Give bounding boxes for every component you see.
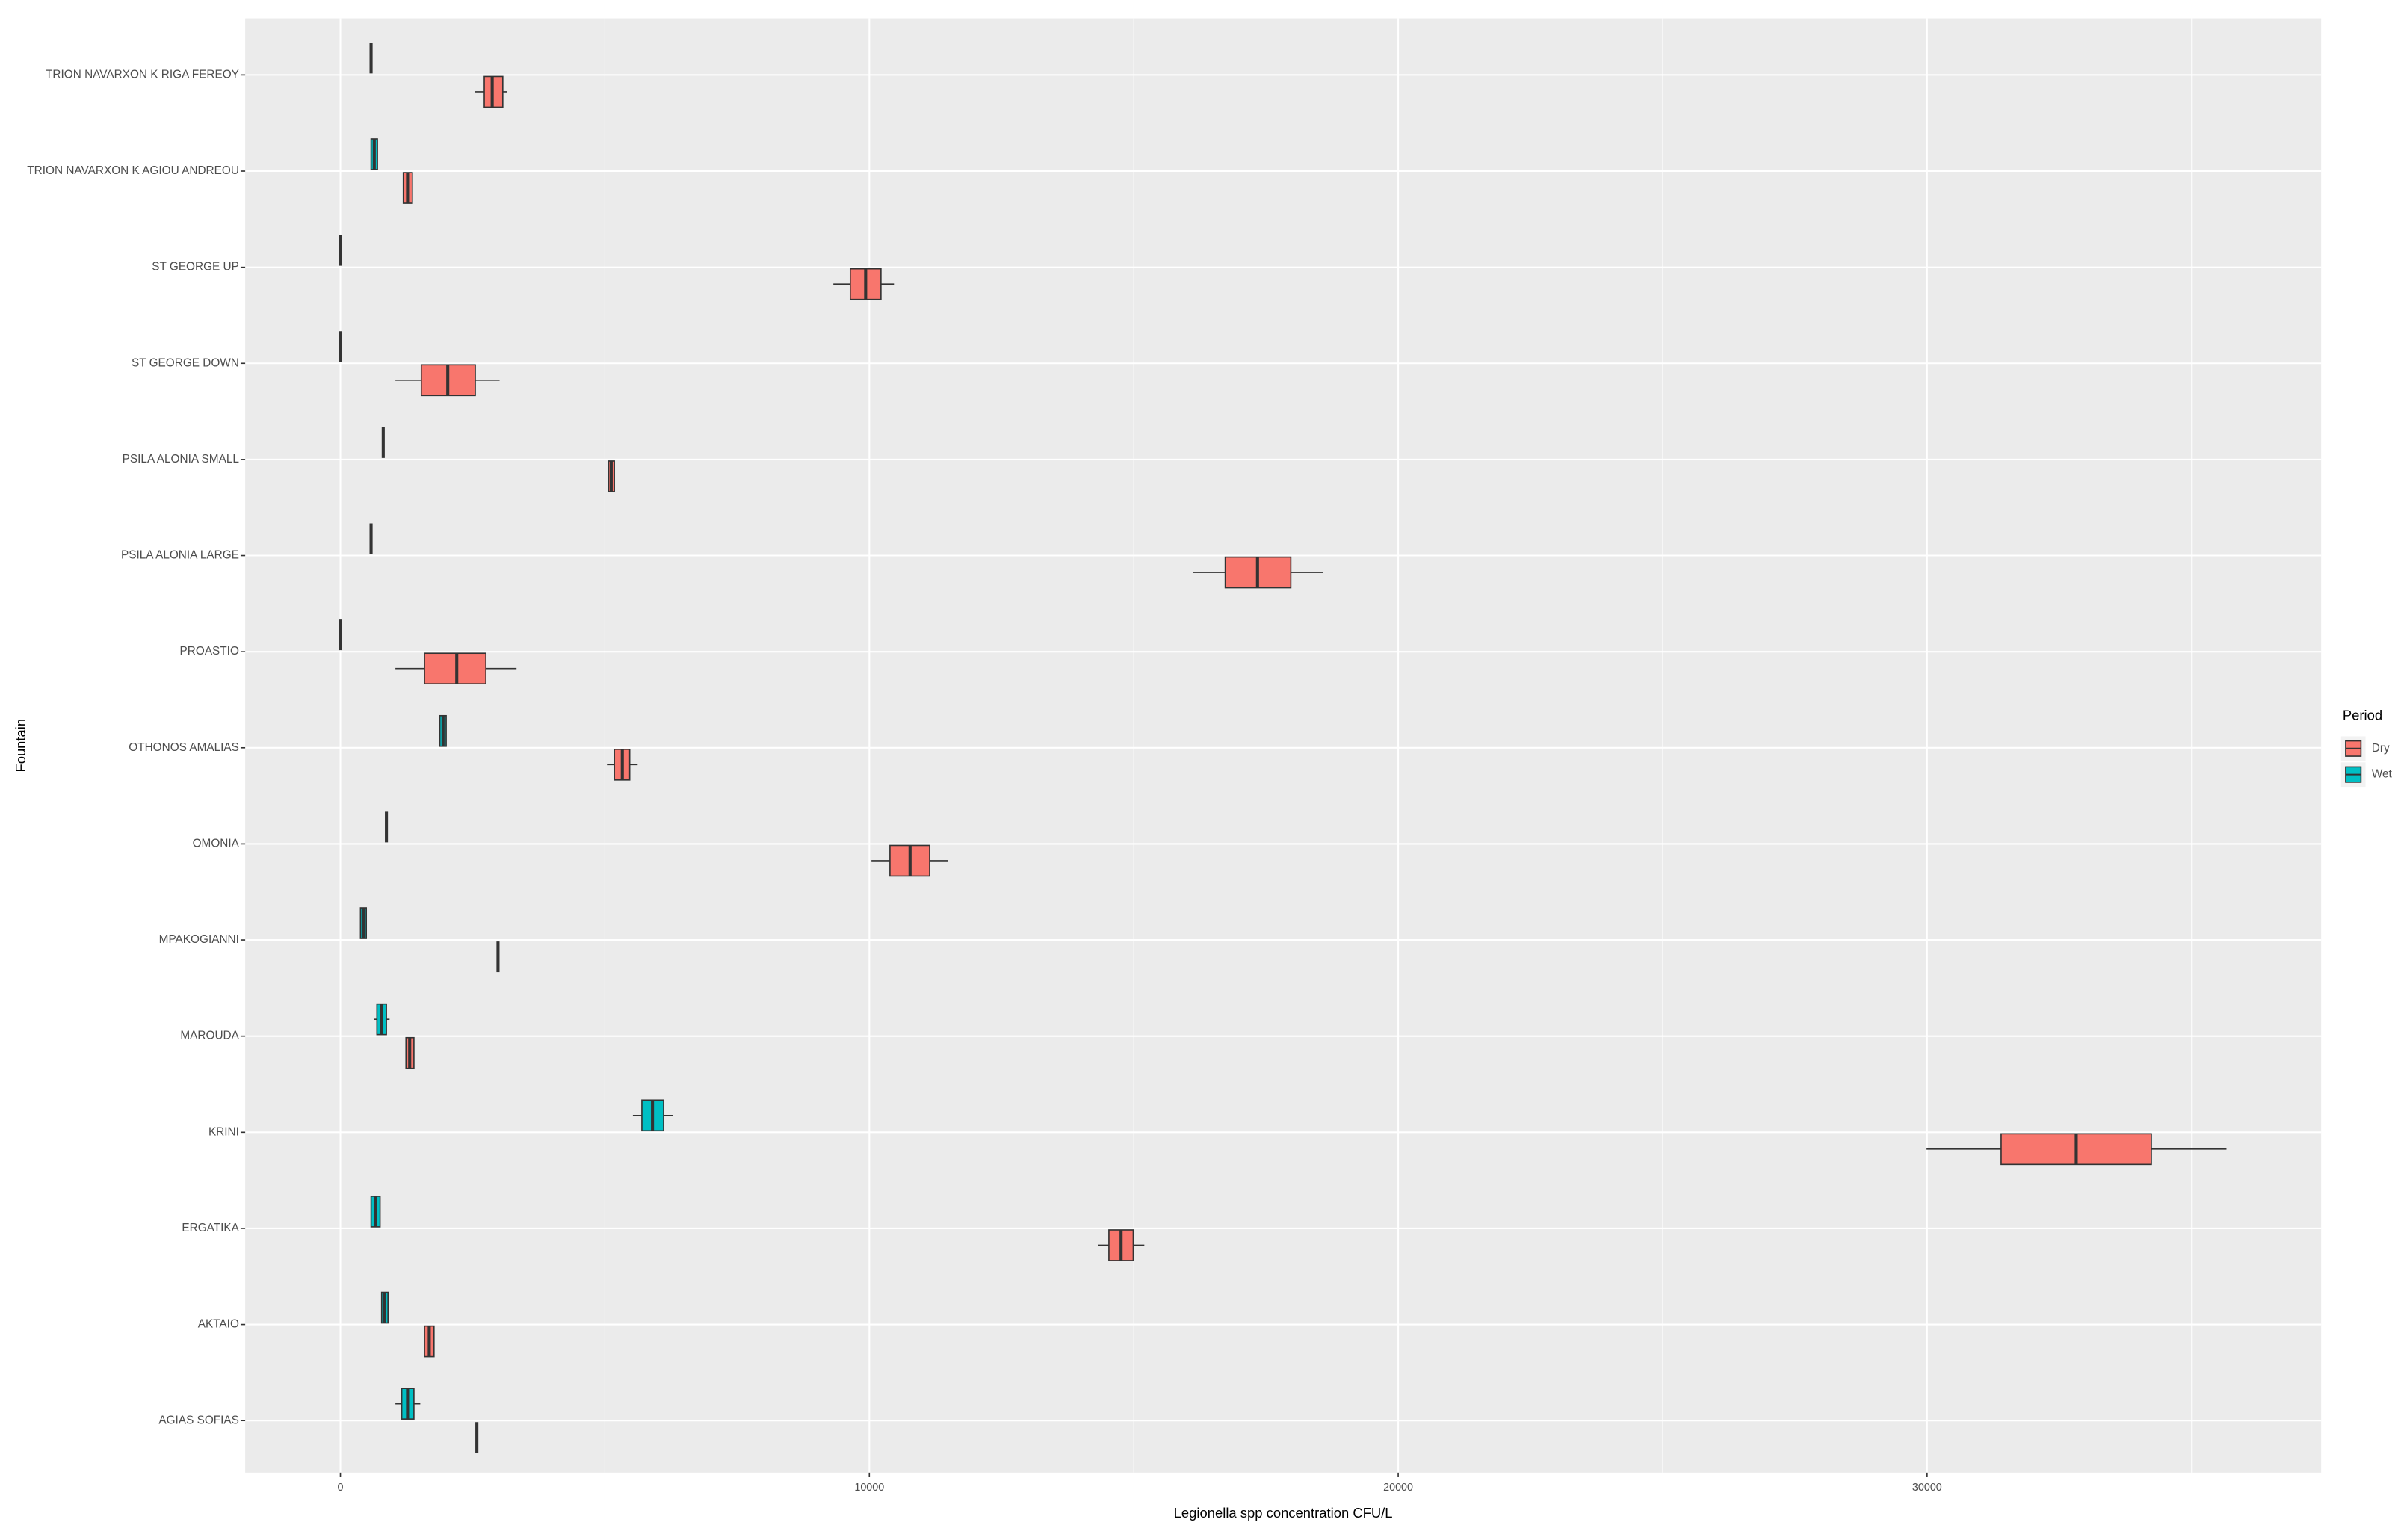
y-tick-label: AKTAIO <box>198 1318 239 1331</box>
legend-label: Wet <box>2372 768 2393 781</box>
x-tick-label: 10000 <box>854 1482 884 1494</box>
x-tick-label: 30000 <box>1912 1482 1942 1494</box>
y-tick-label: ST GEORGE UP <box>152 261 239 273</box>
marks <box>339 43 2227 1453</box>
y-tick-label: TRION NAVARXON K RIGA FEREOY <box>46 68 239 81</box>
y-tick-label: OMONIA <box>193 837 240 850</box>
y-tick-label: OTHONOS AMALIAS <box>129 741 239 754</box>
panel-background <box>245 18 2322 1473</box>
axes: 0 10000 20000 30000 TRION NAVARXON K RIGA FE… <box>27 68 1942 1494</box>
y-tick-label: PROASTIO <box>180 645 239 658</box>
legend-label: Dry <box>2372 742 2390 755</box>
y-tick-label: PSILA ALONIA SMALL <box>123 453 240 466</box>
legend-title: Period <box>2343 708 2382 723</box>
grid <box>245 18 2322 1473</box>
y-tick-label: PSILA ALONIA LARGE <box>121 549 239 562</box>
x-tick-label: 20000 <box>1383 1482 1413 1494</box>
legend: Period Dry Wet <box>2340 708 2393 788</box>
x-axis-title: Legionella spp concentration CFU/L <box>1174 1505 1393 1521</box>
y-tick-label: MPAKOGIANNI <box>159 933 239 946</box>
y-axis-title: Fountain <box>13 719 28 773</box>
box <box>424 652 486 685</box>
y-tick-label: ST GEORGE DOWN <box>132 356 239 369</box>
y-tick-label: KRINI <box>208 1125 239 1138</box>
y-tick-label: TRION NAVARXON K AGIOU ANDREOU <box>27 164 239 177</box>
y-tick-label: AGIAS SOFIAS <box>158 1414 239 1426</box>
y-tick-label: ERGATIKA <box>182 1222 239 1234</box>
y-tick-label: MAROUDA <box>180 1030 239 1042</box>
x-tick-label: 0 <box>338 1482 344 1494</box>
